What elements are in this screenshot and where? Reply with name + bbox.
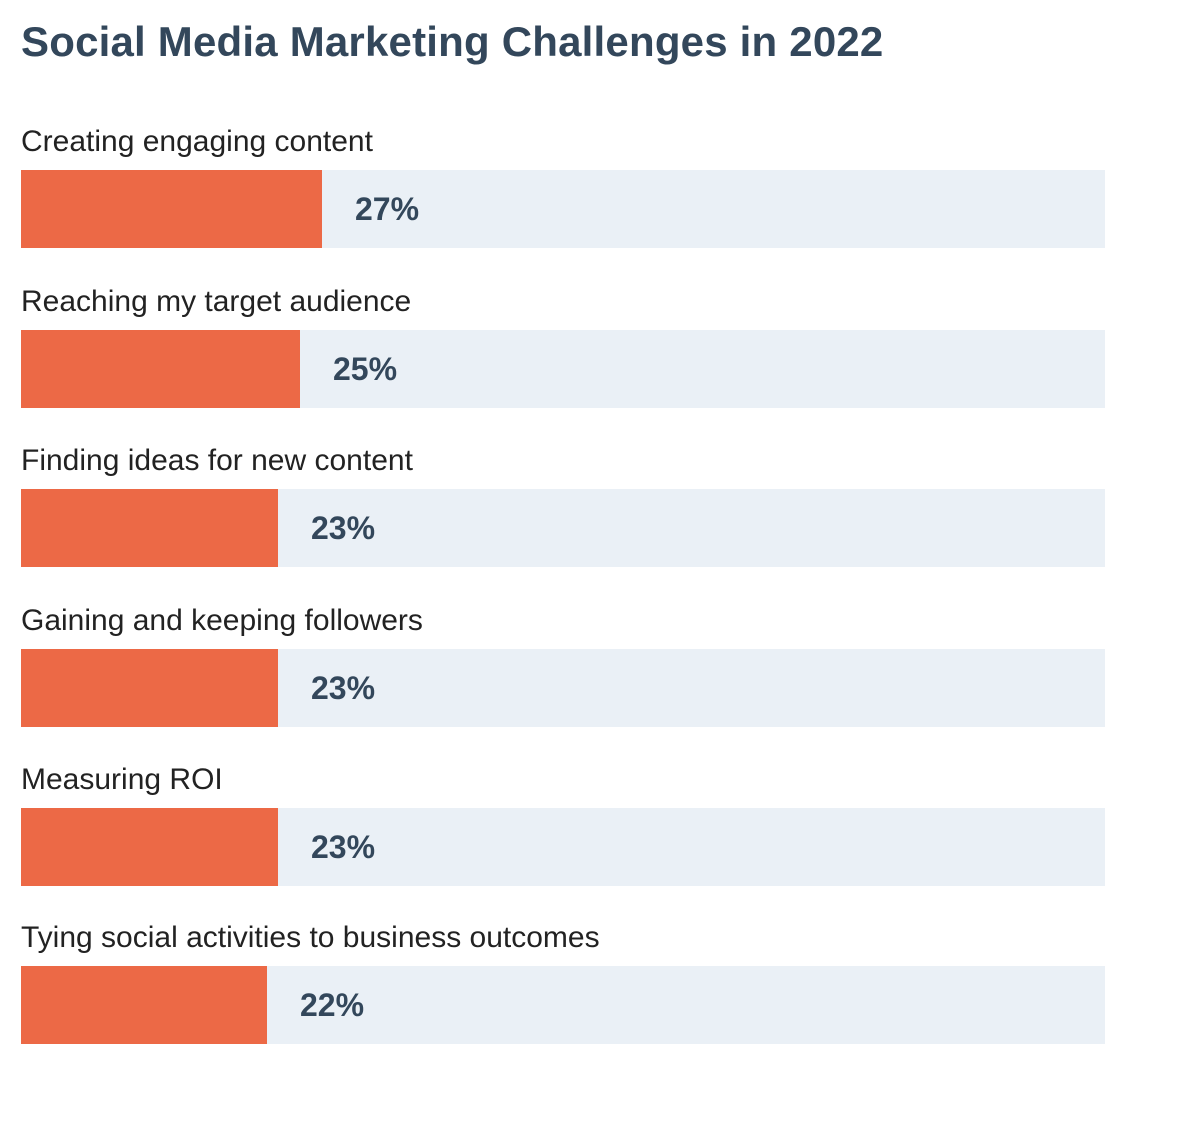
bar-track: 25%: [21, 330, 1105, 408]
category-label: Finding ideas for new content: [21, 444, 413, 477]
bar-row: Measuring ROI 23%: [21, 762, 1105, 886]
category-label: Creating engaging content: [21, 125, 373, 158]
bar-chart: Creating engaging content 27% Reaching my …: [21, 0, 1105, 1128]
bar: [21, 489, 278, 567]
category-label: Measuring ROI: [21, 763, 223, 796]
bar-row: Finding ideas for new content 23%: [21, 443, 1105, 567]
value-label: 23%: [311, 829, 376, 865]
value-label: 23%: [311, 670, 376, 706]
bar: [21, 170, 322, 248]
bar: [21, 649, 278, 727]
bar-row: Creating engaging content 27%: [21, 124, 1105, 248]
value-label: 25%: [333, 351, 398, 387]
bar: [21, 808, 278, 886]
value-label: 23%: [311, 510, 376, 546]
bar-track: 23%: [21, 808, 1105, 886]
category-label: Reaching my target audience: [21, 285, 412, 318]
category-label: Tying social activities to business outc…: [21, 921, 600, 954]
value-label: 27%: [355, 191, 420, 227]
bar-row: Reaching my target audience 25%: [21, 284, 1105, 408]
bar-row: Tying social activities to business outc…: [21, 920, 1105, 1044]
category-label: Gaining and keeping followers: [21, 604, 423, 637]
bar: [21, 966, 267, 1044]
bar-track: 23%: [21, 489, 1105, 567]
value-label: 22%: [300, 987, 365, 1023]
bar-track: 22%: [21, 966, 1105, 1044]
bar-row: Gaining and keeping followers 23%: [21, 603, 1105, 727]
bar-track: 27%: [21, 170, 1105, 248]
chart-title: Social Media Marketing Challenges in 202…: [21, 18, 884, 65]
bar-track: 23%: [21, 649, 1105, 727]
bar: [21, 330, 300, 408]
